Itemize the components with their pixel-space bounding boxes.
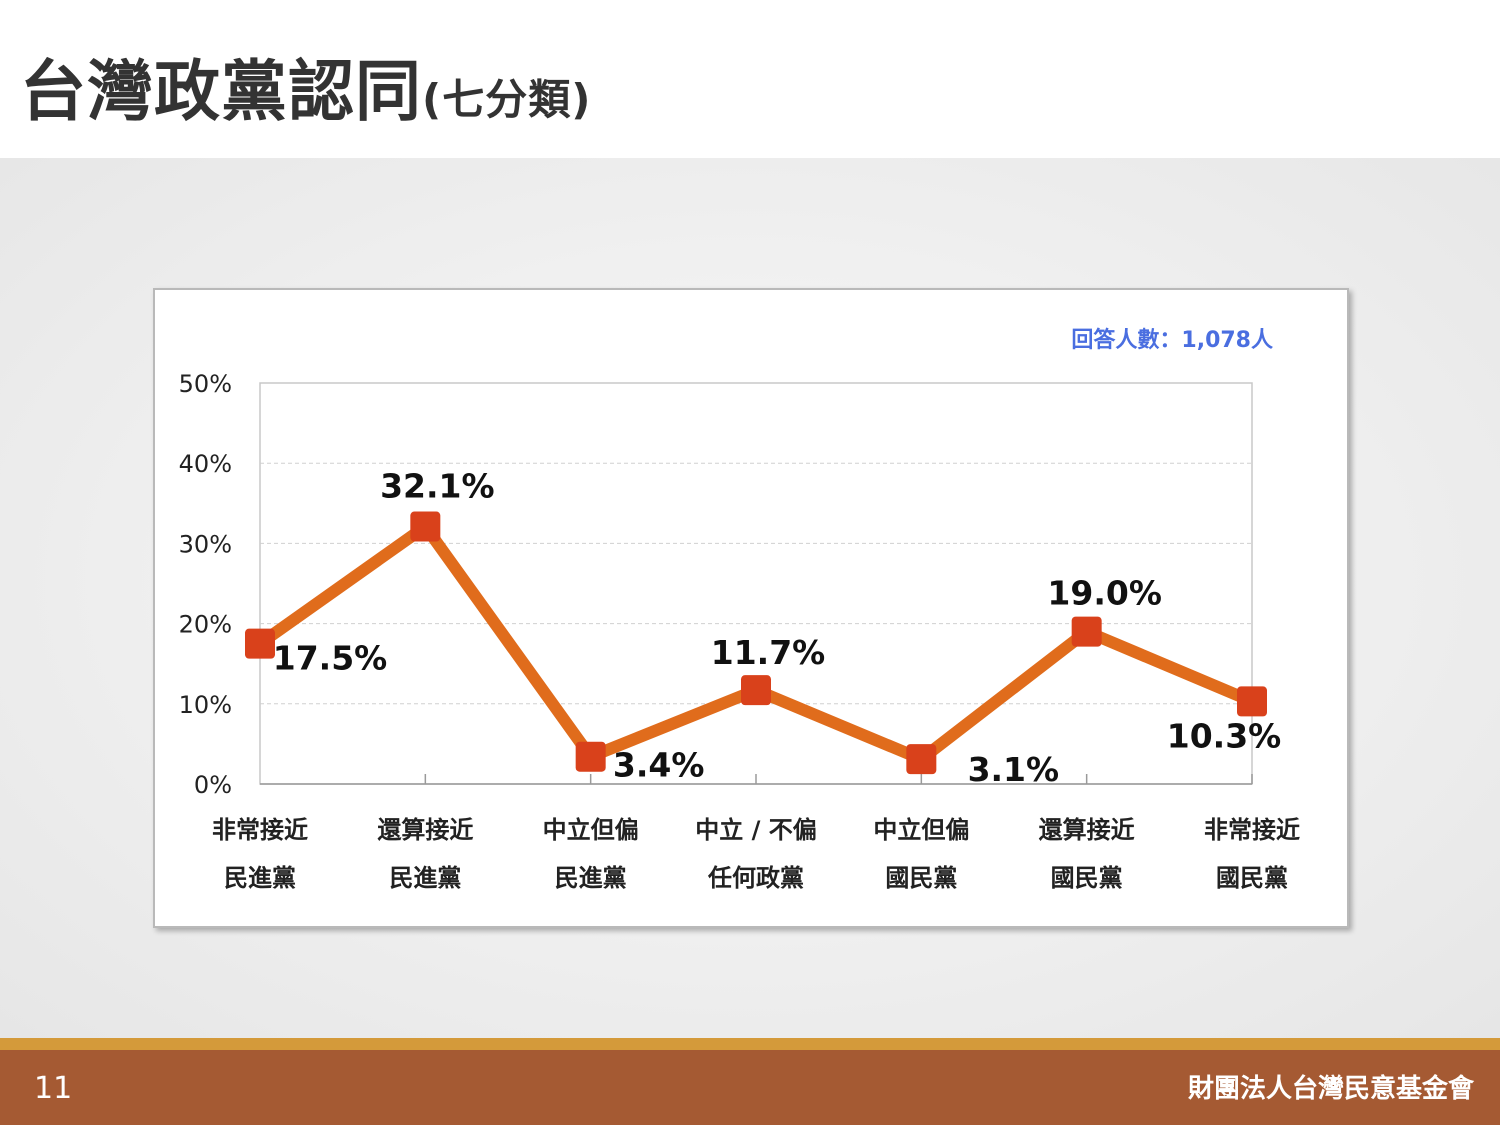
x-category-label: 還算接近 <box>377 816 473 844</box>
x-category-label: 中立 / 不偏 <box>695 816 816 844</box>
x-category-label: 民進黨 <box>224 864 296 892</box>
x-category-label: 國民黨 <box>1216 864 1288 892</box>
organization-name: 財團法人台灣民意基金會 <box>1187 1074 1474 1104</box>
x-category-label: 民進黨 <box>555 864 627 892</box>
data-point <box>906 744 937 775</box>
data-point <box>1237 686 1267 717</box>
data-label: 3.1% <box>968 750 1060 789</box>
data-point <box>1071 616 1102 647</box>
y-tick-label: 30% <box>179 530 232 558</box>
y-tick-label: 10% <box>179 691 232 719</box>
data-point <box>245 628 275 659</box>
footer-accent-line <box>0 1038 1500 1050</box>
x-category-label: 中立但偏 <box>873 816 969 844</box>
data-point <box>575 741 606 772</box>
data-point <box>741 675 771 706</box>
data-label: 10.3% <box>1167 716 1282 755</box>
page-number: 11 <box>34 1071 73 1106</box>
data-label: 11.7% <box>711 633 826 672</box>
x-category-label: 非常接近 <box>1204 816 1300 844</box>
chart-frame <box>153 288 1349 928</box>
y-tick-label: 0% <box>194 771 232 799</box>
x-category-label: 國民黨 <box>885 864 957 892</box>
data-label: 3.4% <box>613 746 705 785</box>
x-category-label: 國民黨 <box>1051 864 1123 892</box>
y-tick-label: 50% <box>179 370 232 398</box>
title-main: 台灣政黨認同 <box>20 53 422 130</box>
y-tick-label: 40% <box>179 450 232 478</box>
x-category-label: 民進黨 <box>389 864 461 892</box>
data-point <box>410 511 441 542</box>
x-category-label: 非常接近 <box>212 816 308 844</box>
data-label: 17.5% <box>273 639 388 678</box>
x-category-label: 中立但偏 <box>543 816 639 844</box>
sample-size-note: 回答人數：1,078人 <box>1071 327 1273 353</box>
data-label: 32.1% <box>380 467 495 506</box>
page-title: 台灣政黨認同(七分類) <box>20 38 591 134</box>
y-tick-label: 20% <box>179 611 232 639</box>
x-category-label: 任何政黨 <box>707 864 804 892</box>
data-label: 19.0% <box>1047 574 1162 613</box>
footer-bar <box>0 1050 1500 1125</box>
x-category-label: 還算接近 <box>1039 816 1135 844</box>
title-sub: (七分類) <box>422 75 592 124</box>
